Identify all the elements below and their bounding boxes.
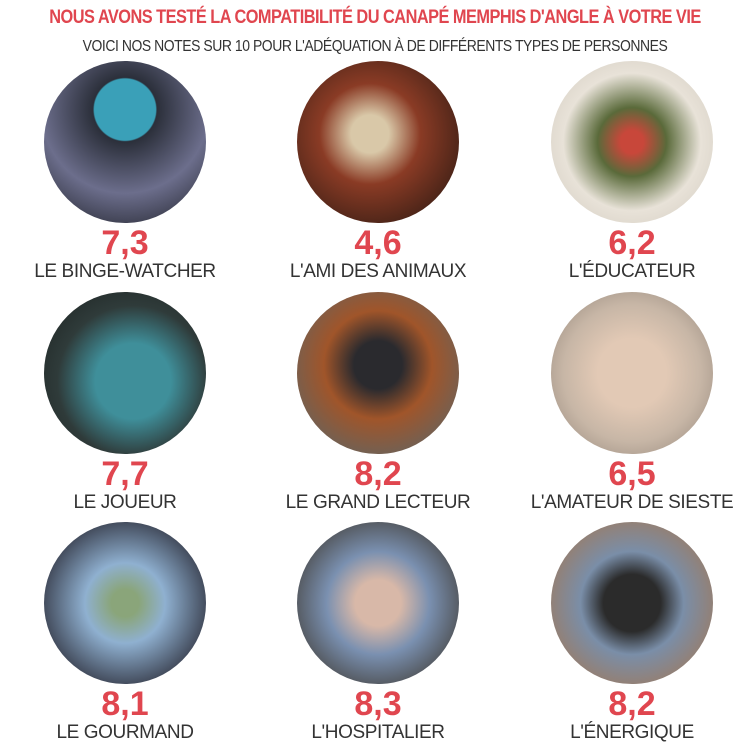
persona-label: LE JOUEUR xyxy=(73,492,177,513)
persona-photo xyxy=(297,292,459,454)
persona-label: LE GOURMAND xyxy=(56,722,194,743)
persona-card: 8,2 L'ÉNERGIQUE xyxy=(507,522,750,744)
persona-score: 8,2 xyxy=(608,685,656,723)
persona-card: 7,3 LE BINGE-WATCHER xyxy=(0,61,250,283)
persona-photo xyxy=(297,61,459,223)
persona-card: 4,6 L'AMI DES ANIMAUX xyxy=(253,61,503,283)
persona-label: L'ÉNERGIQUE xyxy=(570,722,694,743)
page-subtitle: VOICI NOS NOTES SUR 10 POUR L'ADÉQUATION… xyxy=(82,38,668,55)
persona-score: 8,1 xyxy=(101,685,149,723)
persona-score: 6,2 xyxy=(608,224,656,262)
persona-photo xyxy=(44,61,206,223)
persona-photo xyxy=(297,522,459,684)
persona-card: 6,2 L'ÉDUCATEUR xyxy=(507,61,750,283)
page-title: NOUS AVONS TESTÉ LA COMPATIBILITÉ DU CAN… xyxy=(49,7,701,28)
persona-card: 7,7 LE JOUEUR xyxy=(0,292,250,514)
persona-score: 7,7 xyxy=(101,455,149,493)
persona-score: 4,6 xyxy=(354,224,402,262)
persona-label: L'AMI DES ANIMAUX xyxy=(289,261,467,282)
persona-photo xyxy=(44,292,206,454)
persona-score: 6,5 xyxy=(608,455,656,493)
persona-label: L'HOSPITALIER xyxy=(311,722,445,743)
persona-photo xyxy=(44,522,206,684)
persona-label: LE BINGE-WATCHER xyxy=(34,261,216,282)
persona-card: 8,1 LE GOURMAND xyxy=(0,522,250,744)
persona-card: 8,3 L'HOSPITALIER xyxy=(253,522,503,744)
persona-card: 8,2 LE GRAND LECTEUR xyxy=(253,292,503,514)
persona-score: 8,3 xyxy=(354,685,402,723)
persona-label: L'AMATEUR DE SIESTE xyxy=(530,492,734,513)
persona-label: L'ÉDUCATEUR xyxy=(568,261,696,282)
persona-label: LE GRAND LECTEUR xyxy=(285,492,471,513)
persona-card: 6,5 L'AMATEUR DE SIESTE xyxy=(507,292,750,514)
persona-score: 7,3 xyxy=(101,224,149,262)
persona-photo xyxy=(551,522,713,684)
persona-photo xyxy=(551,292,713,454)
persona-score: 8,2 xyxy=(354,455,402,493)
persona-photo xyxy=(551,61,713,223)
